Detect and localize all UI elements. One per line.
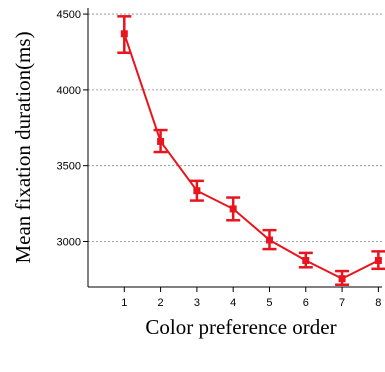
- gridlines: [88, 13, 382, 242]
- x-tick-label: 5: [266, 297, 272, 309]
- y-tick-label: 3500: [57, 161, 81, 173]
- y-tick-label: 4000: [57, 85, 81, 97]
- axes: 3000 3500 4000 4500 1 2 3 4 5 6 7 8: [57, 8, 382, 309]
- x-tick-label: 8: [375, 297, 381, 309]
- data-point: [265, 236, 273, 244]
- x-tick-label: 2: [158, 297, 164, 309]
- x-tick-label: 1: [121, 297, 127, 309]
- axis-labels: Color preference order Mean fixation dur…: [11, 31, 337, 339]
- data-point: [157, 137, 165, 145]
- y-tick-label: 4500: [57, 9, 81, 21]
- data-point: [193, 187, 201, 195]
- data-point: [374, 256, 382, 264]
- y-axis-title: Mean fixation duration(ms): [11, 31, 35, 263]
- series-line: [123, 33, 379, 280]
- x-tick-label: 6: [303, 297, 309, 309]
- y-tick-label: 3000: [57, 237, 81, 249]
- data-series: [117, 15, 385, 286]
- data-point: [302, 256, 310, 264]
- x-tick-label: 3: [194, 297, 200, 309]
- data-point: [229, 205, 237, 213]
- x-tick-label: 4: [230, 297, 236, 309]
- data-point: [338, 275, 346, 283]
- data-point: [120, 30, 128, 38]
- x-tick-label: 7: [339, 297, 345, 309]
- x-axis-title: Color preference order: [145, 315, 336, 339]
